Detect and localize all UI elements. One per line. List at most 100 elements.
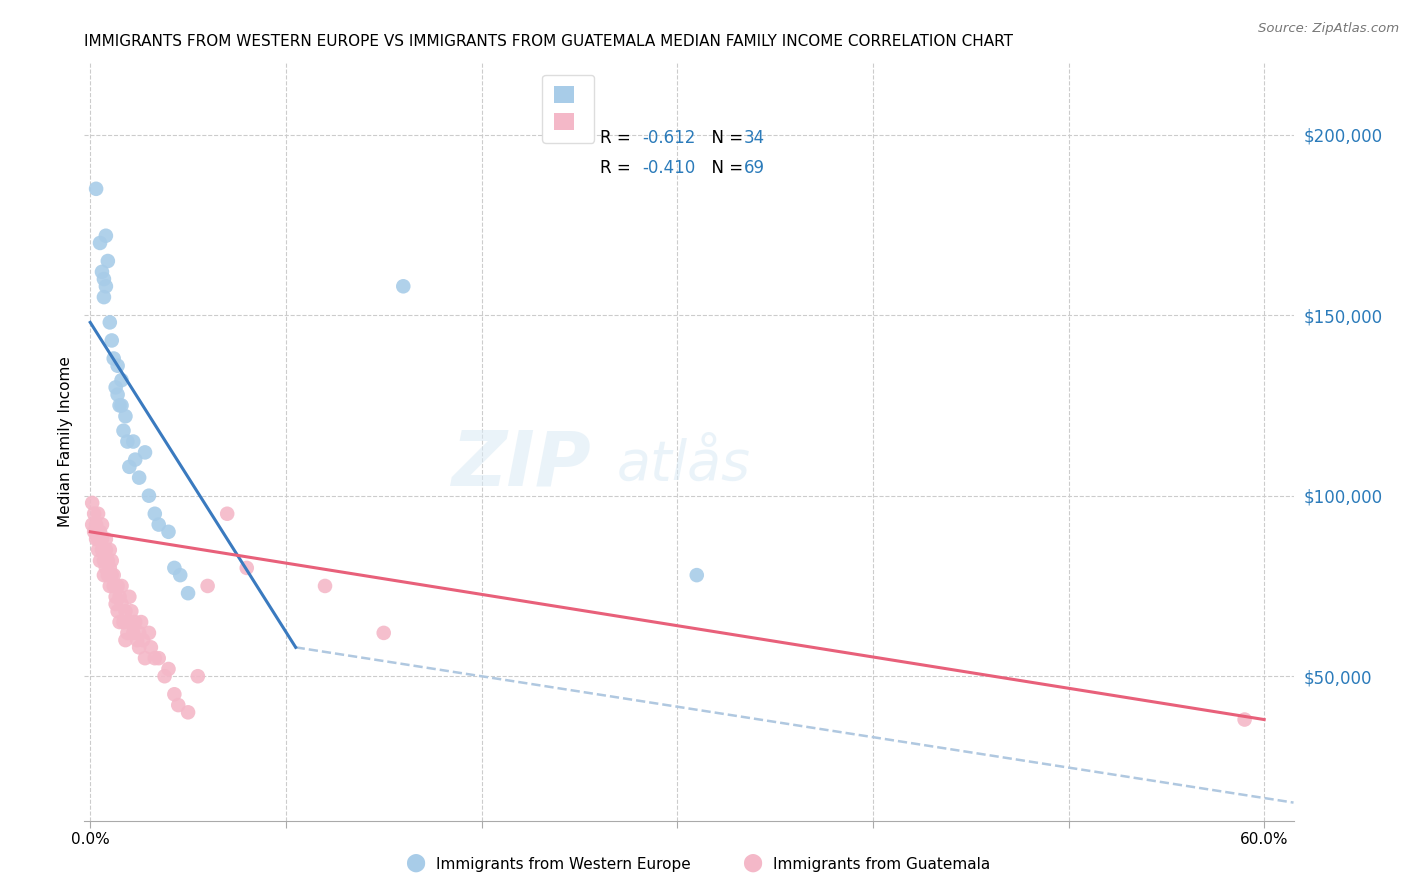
Text: N =: N = [702,128,749,147]
Point [98,561,121,575]
Point [89,554,111,568]
Point [187,669,209,683]
Point [122,626,145,640]
Point [128,626,150,640]
Point [143,651,166,665]
Point [169,568,191,582]
Text: -0.612: -0.612 [643,128,696,147]
Point [143,507,166,521]
Point [108,590,131,604]
Point [686,568,709,582]
Point [87,532,110,546]
Point [157,524,180,539]
Point [128,640,150,655]
Point [120,604,142,618]
Text: R =: R = [600,128,637,147]
Point [118,590,141,604]
Point [148,651,170,665]
Point [127,633,149,648]
Point [138,626,160,640]
Point [104,597,127,611]
Point [128,470,150,484]
Text: Immigrants from Guatemala: Immigrants from Guatemala [773,857,991,872]
Point [138,489,160,503]
Point [167,698,190,712]
Point [104,590,127,604]
Point [124,615,146,629]
Point [94,532,117,546]
Text: atlås: atlås [616,438,751,491]
Point [87,507,110,521]
Point [177,706,200,720]
Point [117,434,139,449]
Text: N =: N = [702,159,749,177]
Point [103,579,125,593]
Point [93,568,115,582]
Point [84,517,107,532]
Point [83,507,105,521]
Point [163,561,186,575]
Point [1233,713,1256,727]
Text: -0.410: -0.410 [643,159,696,177]
Point [107,387,129,401]
Point [108,399,131,413]
Point [122,434,145,449]
Point [114,633,136,648]
Point [94,561,117,575]
Point [87,542,110,557]
Point [100,568,122,582]
Point [217,507,239,521]
Point [118,459,141,474]
Point [197,579,219,593]
Point [112,615,135,629]
Point [177,586,200,600]
Text: ⬤: ⬤ [405,854,425,872]
Point [91,517,114,532]
Point [83,524,105,539]
Point [110,579,132,593]
Point [94,279,117,293]
Point [94,542,117,557]
Point [82,496,104,510]
Point [314,579,336,593]
Text: Source: ZipAtlas.com: Source: ZipAtlas.com [1258,22,1399,36]
Point [100,554,122,568]
Point [110,373,132,387]
Point [82,517,104,532]
Text: 34: 34 [744,128,765,147]
Point [114,409,136,424]
Point [89,524,111,539]
Point [132,633,155,648]
Text: ZIP: ZIP [453,427,592,501]
Point [103,568,125,582]
Y-axis label: Median Family Income: Median Family Income [58,356,73,527]
Text: 69: 69 [744,159,765,177]
Point [107,604,129,618]
Point [157,662,180,676]
Point [153,669,176,683]
Point [89,235,111,250]
Point [94,228,117,243]
Point [107,359,129,373]
Text: Immigrants from Western Europe: Immigrants from Western Europe [436,857,690,872]
Point [89,532,111,546]
Point [108,615,131,629]
Point [104,380,127,394]
Point [84,532,107,546]
Point [117,626,139,640]
Text: IMMIGRANTS FROM WESTERN EUROPE VS IMMIGRANTS FROM GUATEMALA MEDIAN FAMILY INCOME: IMMIGRANTS FROM WESTERN EUROPE VS IMMIGR… [84,34,1014,49]
Point [124,452,146,467]
Point [97,554,120,568]
Point [114,604,136,618]
Point [134,651,156,665]
Point [100,334,122,348]
Point [110,399,132,413]
Point [93,554,115,568]
Point [91,542,114,557]
Point [98,315,121,329]
Point [236,561,259,575]
Text: R =: R = [600,159,637,177]
Point [93,272,115,286]
Point [129,615,152,629]
Point [118,615,141,629]
